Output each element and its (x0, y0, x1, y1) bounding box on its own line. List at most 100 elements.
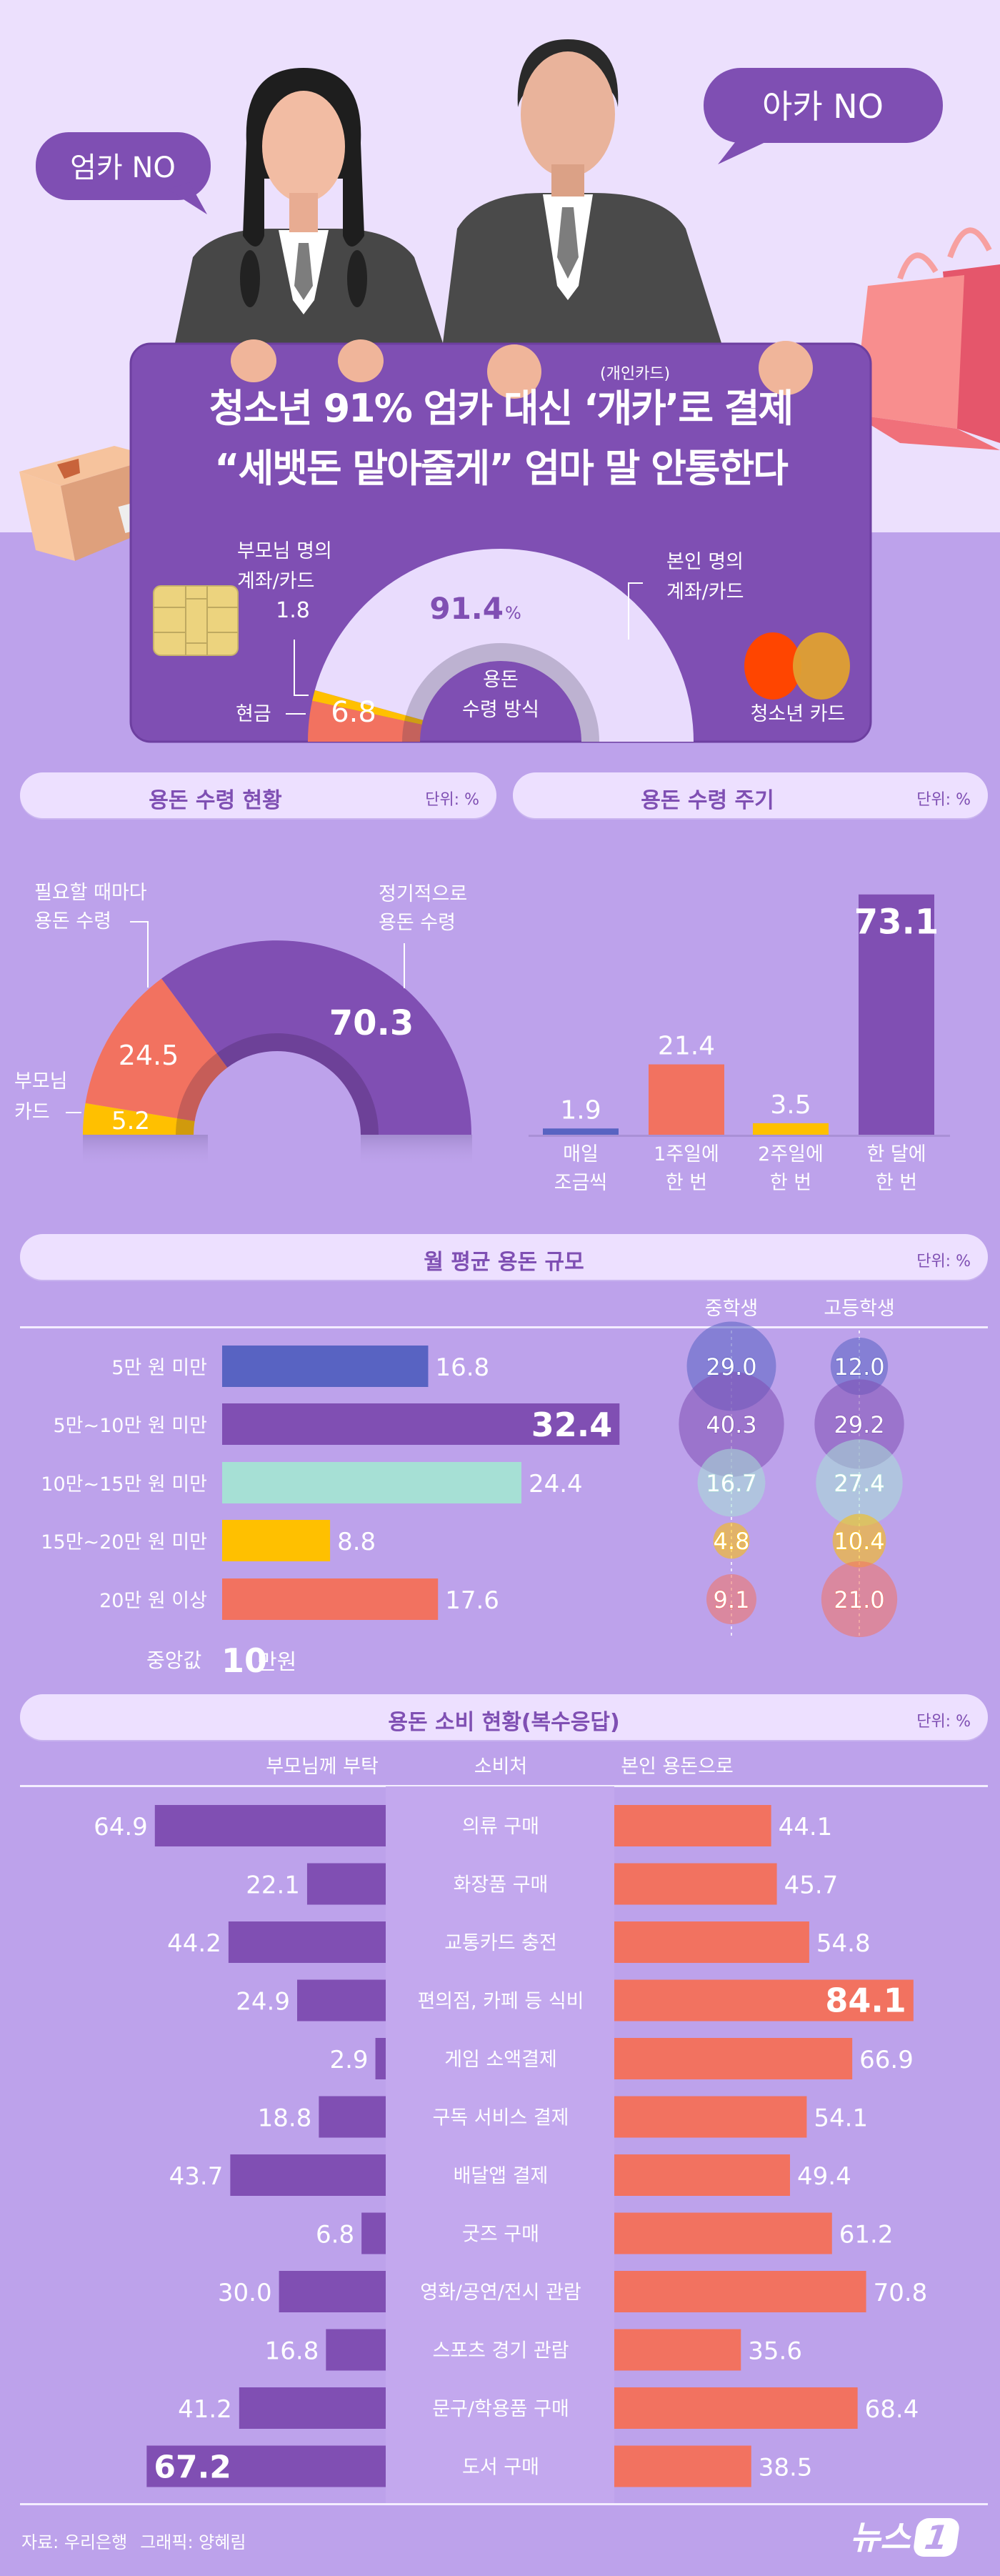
spending-self-value: 61.2 (839, 2221, 894, 2249)
title-text: 청소년 91% 엄카 대신 (209, 386, 584, 431)
bubble-value: 4.8 (714, 1528, 750, 1555)
bubble-value: 9.1 (714, 1586, 750, 1613)
allowance-category: 20만 원 이상 (99, 1590, 207, 1612)
payment-slice-2 (314, 548, 694, 742)
as-needed-label: 용돈 수령 (34, 910, 111, 933)
divider (20, 2503, 988, 2505)
section-title: 용돈 수령 주기 (641, 788, 774, 813)
spending-parents-value: 67.2 (154, 2450, 231, 2486)
as-needed-value: 24.5 (119, 1040, 179, 1071)
allowance-bubble-1-2 (816, 1439, 903, 1526)
spending-category: 편의점, 카페 등 식비 (417, 1991, 584, 2013)
section-header-spending: 용돈 소비 현황(복수응답) 단위: % (20, 1694, 988, 1740)
chip-icon (153, 585, 239, 656)
spending-self-value: 38.5 (759, 2454, 813, 2482)
allowance-value: 8.8 (337, 1528, 376, 1556)
boy-figure (443, 39, 721, 343)
cycle-label: 한 달에 (866, 1143, 926, 1165)
cycle-value: 1.9 (560, 1095, 601, 1125)
leader-line (130, 921, 149, 988)
reflection (83, 1135, 208, 1167)
bubble-value: 29.0 (706, 1353, 756, 1381)
cycle-value: 3.5 (770, 1090, 811, 1120)
category-header: 소비처 (474, 1756, 528, 1778)
cycle-label: 매일 (563, 1143, 599, 1165)
bubble-series-header: 고등학생 (824, 1298, 894, 1320)
spending-category: 스포츠 경기 관람 (432, 2340, 569, 2362)
bubble-value: 29.2 (834, 1411, 884, 1438)
method-center-label: 수령 방식 (462, 699, 539, 721)
spending-self-bar-11 (614, 2445, 751, 2487)
median-unit: 만원 (257, 1650, 296, 1675)
inner-ring (176, 1033, 379, 1135)
spending-parents-bar-8 (279, 2271, 386, 2312)
spending-self-value: 44.1 (779, 1813, 833, 1841)
spending-parents-bar-1 (306, 1863, 386, 1905)
cycle-label: 한 번 (666, 1172, 707, 1194)
footer-credits: 자료: 우리은행 그래픽: 양혜림 (21, 2528, 259, 2553)
series-header-parents: 부모님께 부탁 (266, 1756, 379, 1778)
spending-self-value: 70.8 (874, 2279, 928, 2307)
allowance-value: 32.4 (531, 1406, 613, 1444)
spending-self-bar-4 (614, 2038, 853, 2079)
section-header-receipt-cycle: 용돈 수령 주기 단위: % (513, 772, 988, 818)
spending-parents-value: 24.9 (236, 1988, 290, 2016)
section-title: 용돈 소비 현황(복수응답) (388, 1710, 620, 1735)
spending-self-value: 84.1 (825, 1981, 906, 2020)
allowance-category: 5만~10만 원 미만 (53, 1415, 207, 1437)
shopping-bags-icon (854, 227, 1000, 450)
allowance-category: 15만~20만 원 미만 (41, 1531, 207, 1553)
median-value: 10 (221, 1641, 267, 1680)
as-needed-label: 필요할 때마다 (34, 882, 147, 904)
spending-parents-value: 30.0 (218, 2279, 272, 2307)
cycle-label: 한 번 (876, 1172, 917, 1194)
speech-bubble-left-text: 엄카 NO (70, 151, 176, 184)
teen-card-label: 청소년 카드 (751, 703, 846, 725)
spending-parents-bar-11 (146, 2445, 386, 2487)
cycle-label: 조금씩 (554, 1172, 608, 1194)
spending-category: 배달앱 결제 (454, 2165, 549, 2187)
spending-category: 도서 구매 (462, 2457, 539, 2479)
allowance-bar-1 (222, 1403, 620, 1445)
section-title: 월 평균 용돈 규모 (424, 1250, 584, 1275)
cash-value: 6.8 (331, 696, 376, 729)
parent-account-value: 1.8 (276, 598, 310, 623)
bubble-value: 10.4 (834, 1528, 884, 1555)
section-header-monthly: 월 평균 용돈 규모 단위: % (20, 1234, 988, 1280)
spending-parents-bar-2 (228, 1921, 386, 1963)
hero-card (129, 342, 872, 743)
spending-parents-bar-3 (296, 1979, 386, 2021)
leader-line (628, 582, 643, 640)
spending-parents-bar-4 (375, 2038, 386, 2079)
spending-category: 게임 소액결제 (444, 2049, 557, 2071)
spending-parents-value: 18.8 (258, 2104, 312, 2133)
allowance-category: 10만~15만 원 미만 (41, 1473, 207, 1496)
parent-card-label: 부모님 (14, 1070, 68, 1093)
cycle-label: 1주일에 (654, 1143, 719, 1165)
spending-self-value: 54.1 (814, 2104, 868, 2133)
spending-parents-bar-5 (319, 2096, 386, 2138)
girl-figure (175, 68, 443, 343)
cycle-bar-0 (543, 1128, 619, 1135)
spending-category: 의류 구매 (462, 1816, 539, 1838)
regular-value: 70.3 (329, 1003, 414, 1043)
allowance-category: 5만 원 미만 (111, 1357, 207, 1379)
title-line-1: 청소년 91% 엄카 대신 ‘개카’로 결제 (131, 379, 871, 439)
regular-label: 용돈 수령 (379, 912, 456, 934)
allowance-bar-4 (222, 1578, 439, 1620)
source-text: 자료: 우리은행 (21, 2532, 128, 2552)
page-title: 청소년 91% 엄카 대신 ‘개카’로 결제 “세뱃돈 맡아줄게” 엄마 말 안… (131, 379, 871, 499)
spending-parents-value: 2.9 (329, 2046, 368, 2074)
spending-self-bar-3 (614, 1979, 914, 2021)
method-center-label: 용돈 (483, 669, 519, 691)
cycle-bar-3 (859, 894, 934, 1135)
spending-parents-value: 41.2 (178, 2395, 232, 2424)
inner-ring (402, 643, 599, 742)
hands (231, 339, 813, 399)
credit-text: 그래픽: 양혜림 (140, 2532, 246, 2552)
cycle-bar-2 (753, 1123, 829, 1135)
allowance-value: 24.4 (529, 1470, 583, 1498)
spending-category: 굿즈 구매 (462, 2224, 539, 2246)
bubble-value: 27.4 (834, 1470, 884, 1497)
